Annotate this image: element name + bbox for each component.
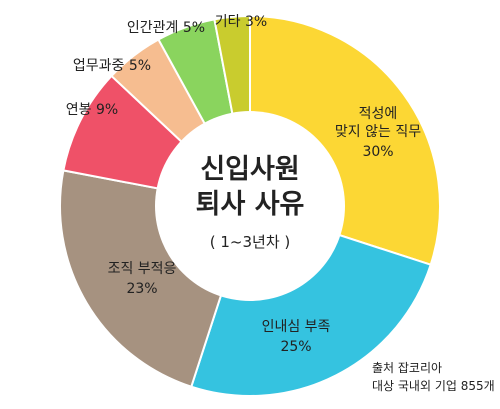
slice-label-4: 연봉 9%	[66, 102, 118, 118]
slice-value-3: 23%	[126, 281, 157, 297]
center-title-line-1: 신입사원	[200, 154, 299, 185]
source-line-1: 출처 잡코리아	[372, 361, 442, 375]
slice-label-5: 업무과중 5%	[73, 58, 151, 74]
slice-value-2: 25%	[280, 339, 311, 355]
slice-labels: 적성에 맞지 않는 직무 30% 인내심 부족 25% 조직 부적응 23% 연봉 9% 업무과…	[66, 14, 421, 355]
donut-hole	[155, 111, 345, 301]
slice-label-3: 조직 부적응 23%	[108, 261, 177, 297]
slice-value-1: 30%	[362, 144, 393, 160]
source-line-2: 대상 국내외 기업 855개	[372, 379, 495, 393]
slice-label-6: 인간관계 5%	[127, 20, 205, 36]
center-title-line-2: 퇴사 사유	[196, 189, 305, 220]
slice-label-7: 기타 3%	[215, 14, 267, 30]
center-subtitle: ( 1~3년차 )	[210, 233, 291, 251]
slice-label-2: 인내심 부족 25%	[262, 319, 331, 355]
slice-label-1: 적성에 맞지 않는 직무 30%	[335, 106, 421, 160]
